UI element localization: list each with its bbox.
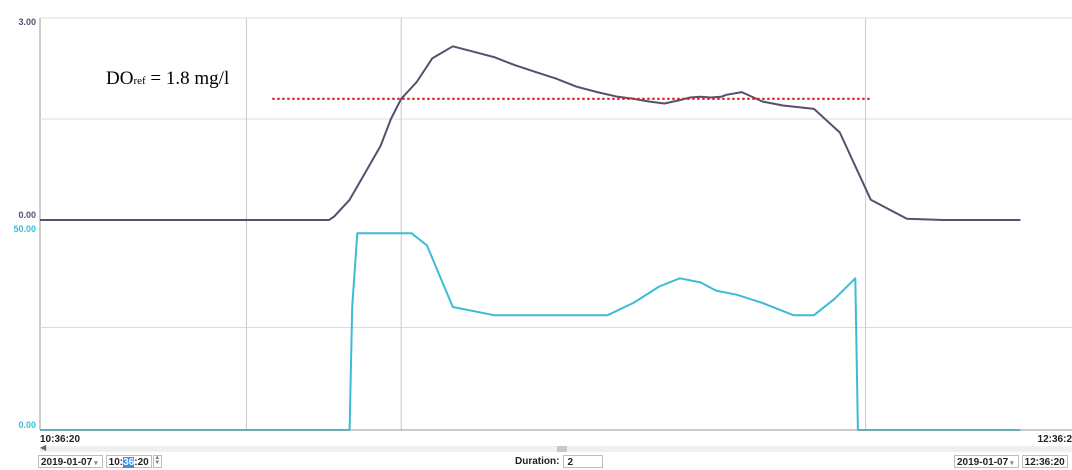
- x-start-label: 10:36:20: [40, 434, 80, 445]
- chevron-down-icon[interactable]: ▾: [1010, 459, 1014, 467]
- start-date-value: 2019-01-07: [41, 456, 93, 468]
- time-scrollbar-thumb[interactable]: [557, 446, 567, 452]
- y-tick-label-panel1-bottom: 0.00: [18, 420, 36, 430]
- grid-layer: [39, 17, 1072, 430]
- reference-annotation: DOref = 1.8 mg/l: [106, 68, 229, 89]
- duration-input[interactable]: 2: [563, 454, 604, 468]
- scroll-left-arrow-icon[interactable]: ◀: [40, 443, 47, 452]
- reference-annotation-rest: = 1.8 mg/l: [146, 68, 230, 89]
- tick-labels-layer: 3.00 0.00 50.00 0.00: [13, 17, 36, 430]
- y-tick-label-panel1-top: 50.00: [13, 224, 36, 234]
- x-end-label: 12:36:2: [1038, 434, 1072, 445]
- series-line-panel0-0: [40, 45, 1021, 221]
- start-time-minute[interactable]: 36: [123, 456, 135, 468]
- reference-annotation-main: DO: [106, 68, 133, 89]
- duration-control: Duration: 2: [515, 452, 604, 470]
- start-time-second: :20: [134, 456, 149, 468]
- start-date-field[interactable]: 2019-01-07 ▾: [38, 454, 103, 468]
- series-layer: [40, 45, 1021, 431]
- start-time-spinner-icon[interactable]: ▲ ▼: [152, 454, 162, 468]
- start-datetime-control: 2019-01-07 ▾ 10:36:20 ▲ ▼: [38, 452, 162, 470]
- end-date-field[interactable]: 2019-01-07 ▾: [954, 454, 1019, 468]
- chevron-down-icon[interactable]: ▾: [94, 459, 98, 467]
- start-time-hour: 10:: [108, 456, 124, 468]
- reference-annotation-sub: ref: [133, 75, 146, 87]
- series-line-panel1-0: [40, 232, 1021, 431]
- end-datetime-control: 2019-01-07 ▾ 12:36:20: [954, 452, 1068, 470]
- y-tick-label-panel0-top: 3.00: [18, 17, 36, 27]
- end-date-value: 2019-01-07: [957, 456, 1009, 468]
- time-scrollbar-track[interactable]: [40, 446, 1072, 452]
- y-tick-label-panel0-bottom: 0.00: [18, 210, 36, 220]
- end-time-field[interactable]: 12:36:20: [1021, 454, 1068, 468]
- duration-label: Duration:: [515, 455, 560, 467]
- start-time-field[interactable]: 10:36:20: [105, 454, 152, 468]
